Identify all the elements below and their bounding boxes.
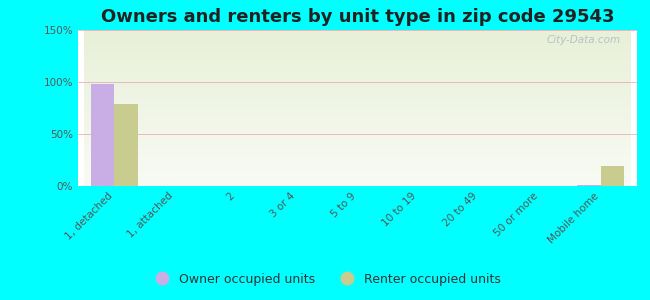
Bar [601,166,623,186]
Text: City-Data.com: City-Data.com [546,35,620,45]
Title: Owners and renters by unit type in zip code 29543: Owners and renters by unit type in zip c… [101,8,614,26]
Bar [92,84,114,186]
Bar [114,104,138,186]
Bar [577,185,601,186]
Legend: Owner occupied units, Renter occupied units: Owner occupied units, Renter occupied un… [144,268,506,291]
